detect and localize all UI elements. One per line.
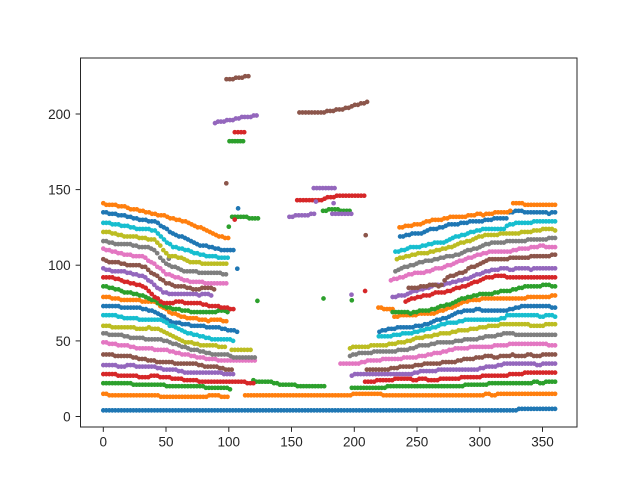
svg-text:300: 300 bbox=[469, 434, 492, 449]
svg-text:0: 0 bbox=[63, 409, 71, 424]
svg-text:150: 150 bbox=[280, 434, 303, 449]
svg-text:100: 100 bbox=[48, 258, 71, 273]
svg-text:100: 100 bbox=[218, 434, 241, 449]
svg-text:150: 150 bbox=[48, 183, 71, 198]
svg-text:200: 200 bbox=[343, 434, 366, 449]
svg-text:0: 0 bbox=[100, 434, 108, 449]
svg-text:350: 350 bbox=[531, 434, 554, 449]
svg-text:50: 50 bbox=[56, 334, 71, 349]
svg-text:50: 50 bbox=[158, 434, 173, 449]
svg-text:200: 200 bbox=[48, 107, 71, 122]
svg-text:250: 250 bbox=[406, 434, 429, 449]
